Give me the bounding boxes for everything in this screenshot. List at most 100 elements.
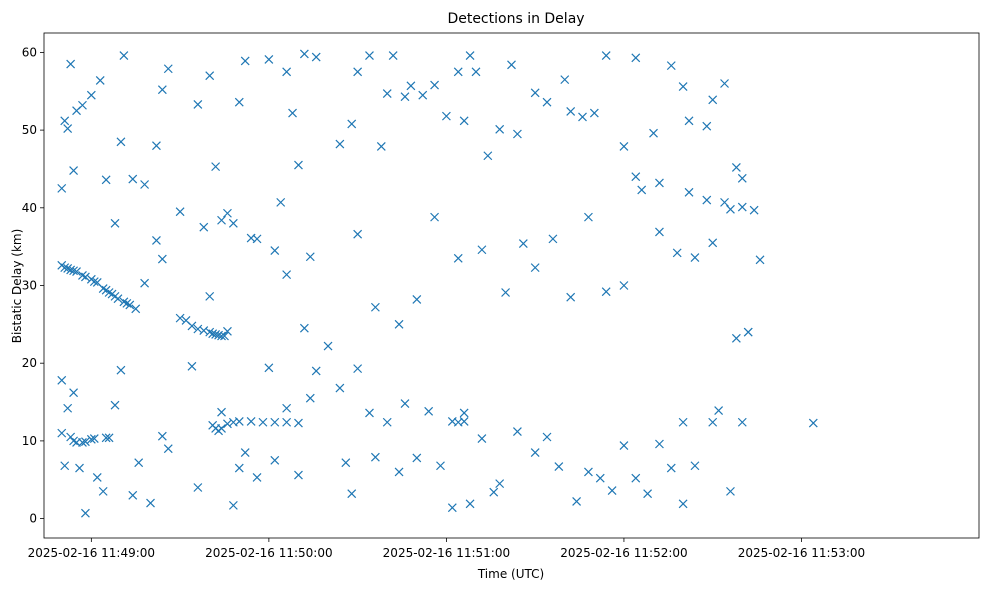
y-axis: 0 10 20 30 40 50 60 [22,45,44,526]
data-point [234,97,244,107]
data-point [311,366,321,376]
data-point [140,180,150,189]
data-point [80,508,90,518]
data-point [684,116,694,126]
data-point [731,162,741,172]
data-point [690,461,700,471]
data-point [619,441,629,450]
data-point [512,427,522,436]
data-point [720,79,729,88]
data-point [217,215,226,225]
data-point [459,417,469,426]
data-point [512,129,522,139]
data-point [655,439,664,449]
data-point [86,434,96,444]
data-point [441,111,451,121]
data-point [495,479,505,489]
plot-area [57,49,818,518]
data-point [749,205,759,215]
plot-frame [43,32,980,539]
data-point [708,417,718,427]
data-point [755,255,765,265]
data-point [365,51,374,60]
y-tick-label: 40 [22,201,37,215]
data-point [471,67,481,77]
data-point [86,90,96,100]
data-point [554,462,564,471]
data-point [347,119,357,129]
data-point [104,433,114,443]
x-axis: 2025-02-16 11:49:00 2025-02-16 11:50:00 20… [28,538,865,560]
x-tick-label: 2025-02-16 11:52:00 [560,546,687,560]
data-point [208,329,218,339]
data-point [299,49,309,59]
data-point [134,458,144,468]
data-point [193,324,203,334]
data-point [57,428,67,438]
y-tick-label: 0 [29,512,37,526]
data-point [643,489,653,499]
data-point [726,486,735,496]
data-point [584,212,593,222]
data-point [57,375,67,385]
data-point [743,327,753,337]
data-point [507,60,516,70]
data-point [187,361,197,371]
data-point [376,142,386,151]
x-tick-label: 2025-02-16 11:51:00 [383,546,510,560]
data-point [217,424,226,433]
data-point [128,490,138,500]
y-axis-label: Bistatic Delay (km) [10,229,24,344]
data-point [382,89,392,99]
data-point [211,330,221,339]
data-point [270,455,280,465]
data-point [276,197,286,207]
data-point [78,438,87,447]
data-point [75,463,84,473]
data-point [412,295,422,304]
data-point [101,175,111,185]
data-point [595,473,605,483]
data-point [60,116,70,126]
data-point [80,437,90,447]
data-point [252,472,262,482]
data-point [205,291,215,301]
data-point [282,403,292,413]
data-point [412,453,422,463]
data-point [726,204,735,214]
data-point [69,388,79,398]
data-point [199,326,209,335]
data-point [518,239,528,248]
data-point [220,331,229,341]
data-point [347,489,357,499]
data-point [542,432,552,442]
data-point [453,253,463,263]
data-point [163,444,173,454]
data-point [394,467,404,477]
data-point [116,137,126,147]
data-point [424,406,434,416]
data-point [708,238,718,248]
data-point [110,218,120,228]
data-point [619,281,629,290]
data-point [294,470,303,480]
data-point [240,448,250,457]
data-point [205,71,215,81]
data-point [228,218,238,228]
data-point [131,304,141,314]
data-point [92,472,102,482]
data-point [649,128,658,138]
data-point [323,341,333,351]
data-point [365,408,374,418]
data-point [282,67,292,77]
data-point [217,407,226,417]
data-point [66,265,76,275]
data-point [89,277,99,287]
data-point [63,124,73,133]
x-tick-label: 2025-02-16 11:50:00 [205,546,332,560]
y-tick-label: 50 [22,123,37,137]
data-point [264,54,274,64]
data-point [394,319,404,329]
chart-title: Detections in Delay [447,11,584,27]
